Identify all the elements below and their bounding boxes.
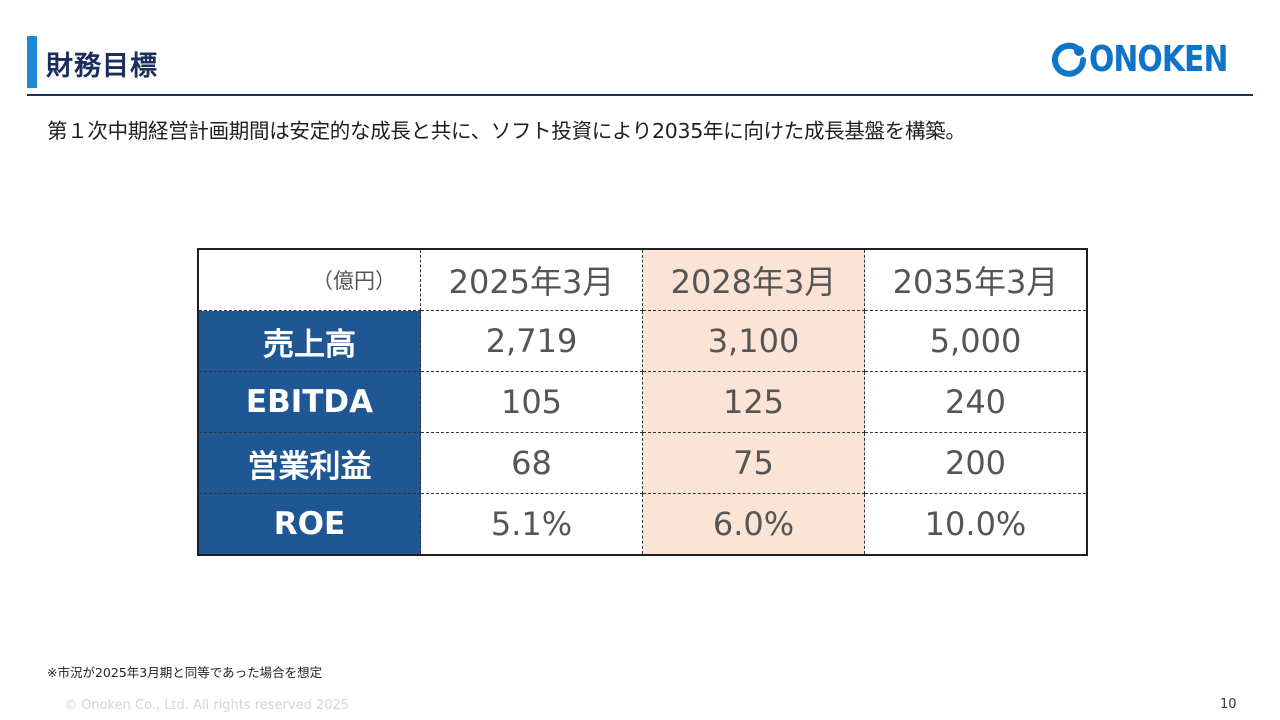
page-number: 10 <box>1220 697 1237 712</box>
table-header-row: （億円） 2025年3月 2028年3月 2035年3月 <box>198 249 1087 311</box>
table-row: 営業利益 68 75 200 <box>198 432 1087 494</box>
title-divider <box>27 94 1253 96</box>
logo-wordmark: ONOKEN <box>1089 39 1228 80</box>
row-header: ROE <box>198 493 421 555</box>
table-cell: 68 <box>420 432 643 494</box>
onoken-logo: ONOKEN <box>1052 38 1252 82</box>
table-cell: 3,100 <box>642 310 865 372</box>
page-subtitle: 第１次中期経営計画期間は安定的な成長と共に、ソフト投資により2035年に向けた成… <box>47 119 966 143</box>
financial-targets-table: （億円） 2025年3月 2028年3月 2035年3月 売上高 2,719 3… <box>197 248 1088 556</box>
table-cell: 10.0% <box>924 505 1027 543</box>
table-row: 売上高 2,719 3,100 5,000 <box>198 310 1087 372</box>
row-header: 営業利益 <box>198 432 421 494</box>
table-cell: 200 <box>864 432 1087 494</box>
row-header: 売上高 <box>198 310 421 372</box>
column-header: 2025年3月 <box>420 249 643 311</box>
title-accent-bar <box>27 36 37 88</box>
logo-mark-icon <box>1052 42 1086 77</box>
table-cell: 125 <box>642 371 865 433</box>
column-header: 2028年3月 <box>642 249 865 311</box>
table-row: EBITDA 105 125 240 <box>198 371 1087 433</box>
footnote: ※市況が2025年3月期と同等であった場合を想定 <box>47 665 323 680</box>
copyright-notice: © Onoken Co., Ltd. All rights reserved 2… <box>64 698 350 713</box>
table-cell: 5.1% <box>420 493 643 555</box>
table-cell: 105 <box>420 371 643 433</box>
table-cell: 240 <box>864 371 1087 433</box>
table-cell: 5,000 <box>864 310 1087 372</box>
table-cell: 6.0% <box>642 493 865 555</box>
unit-label: （億円） <box>198 249 421 311</box>
table-cell: 75 <box>642 432 865 494</box>
table-row: ROE 5.1% 6.0% 10.0% <box>198 493 1087 555</box>
table-cell: 2,719 <box>420 310 643 372</box>
row-header: EBITDA <box>198 371 421 433</box>
page-title: 財務目標 <box>46 51 158 82</box>
column-header: 2035年3月 <box>864 249 1087 311</box>
